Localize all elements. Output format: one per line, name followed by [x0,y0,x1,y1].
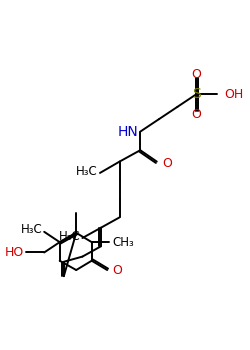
Text: S: S [192,88,200,102]
Text: H₃C: H₃C [76,165,98,178]
Text: CH₃: CH₃ [112,236,134,248]
Text: O: O [191,68,201,81]
Text: H₃C: H₃C [20,223,42,236]
Text: OH: OH [224,88,244,101]
Text: HO: HO [4,246,24,259]
Text: O: O [162,157,172,170]
Text: O: O [191,108,201,121]
Text: O: O [112,264,122,276]
Text: H₃C: H₃C [58,231,80,244]
Text: HN: HN [118,125,138,139]
